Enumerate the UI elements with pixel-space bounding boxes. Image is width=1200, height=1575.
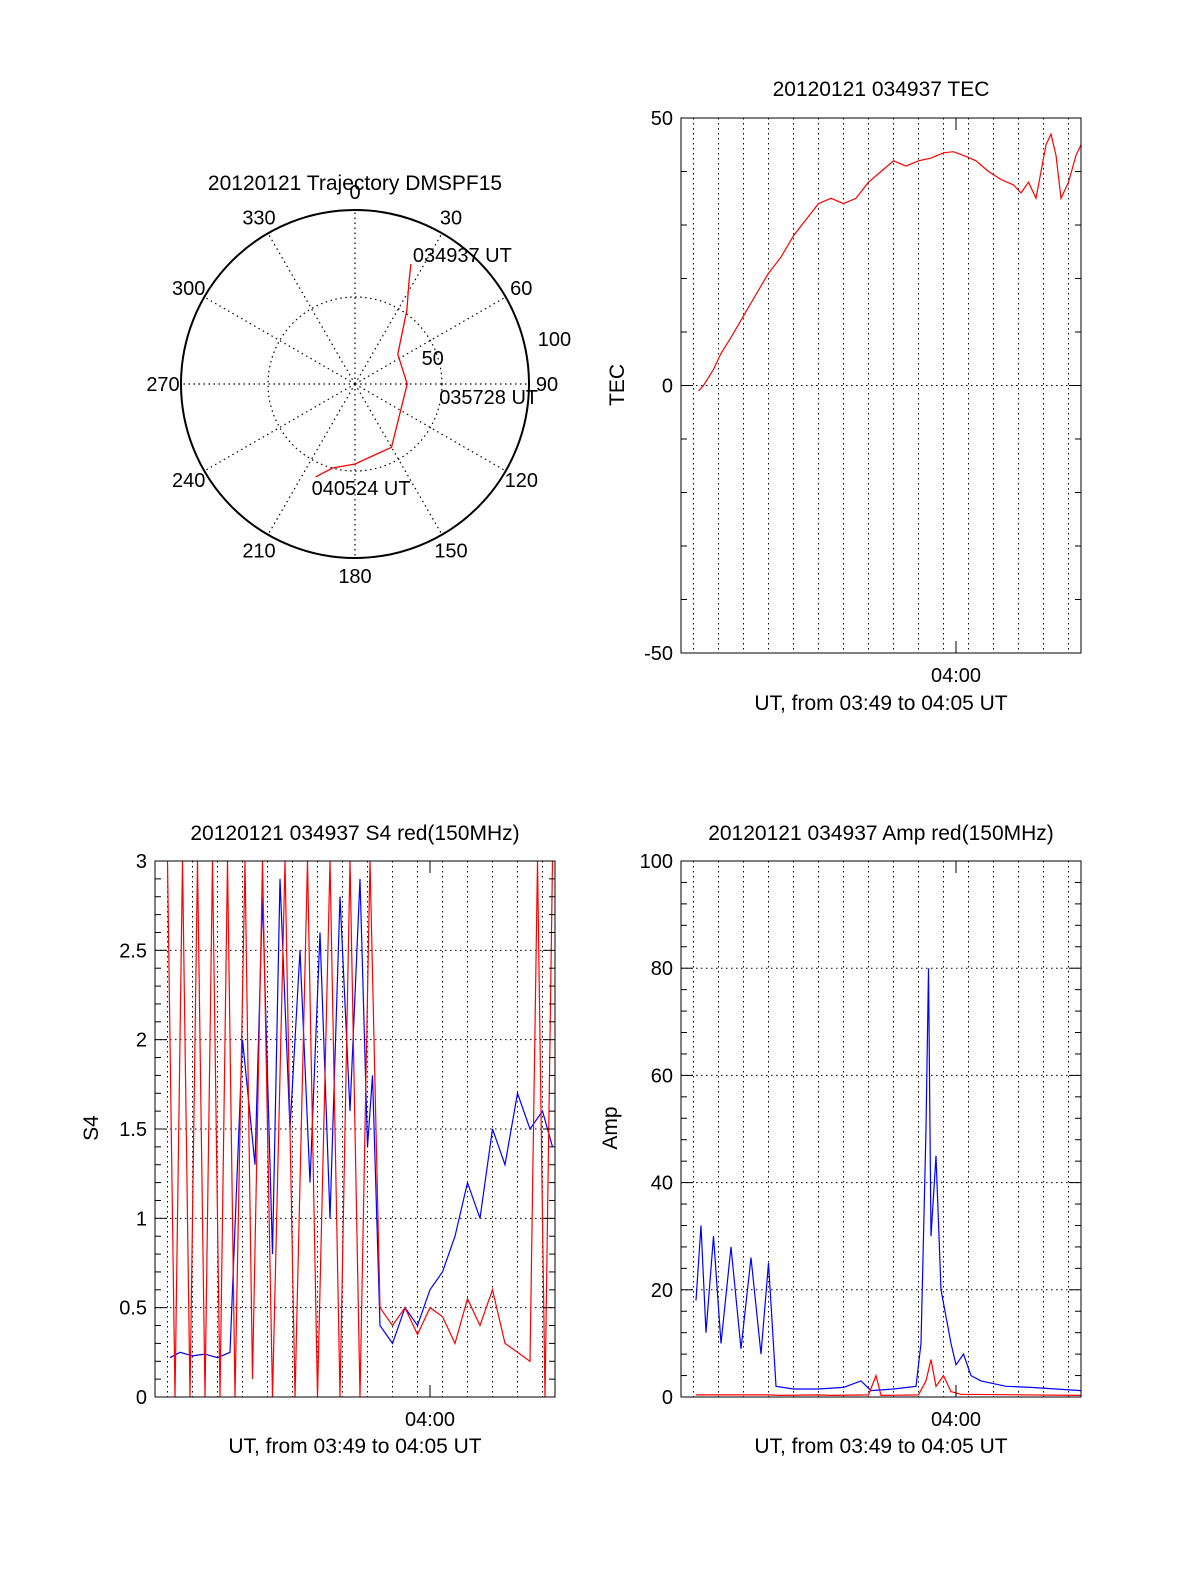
tec-title: 20120121 034937 TEC bbox=[773, 78, 990, 101]
s4-title: 20120121 034937 S4 red(150MHz) bbox=[190, 822, 519, 845]
s4-xlabel: UT, from 03:49 to 04:05 UT bbox=[228, 1435, 481, 1458]
y-tick-label: 1 bbox=[136, 1208, 147, 1230]
y-tick-label: 50 bbox=[651, 108, 673, 130]
polar-radius-labels: 50 100 bbox=[422, 329, 572, 370]
s4-plot: 20120121 034937 S4 red(150MHz) 0 0.5 1 1.5 2… bbox=[80, 822, 556, 1458]
polar-azimuth-label: 300 bbox=[172, 278, 205, 300]
amp-x-tick-labels: 04:00 bbox=[931, 1409, 981, 1431]
amp-xlabel: UT, from 03:49 to 04:05 UT bbox=[754, 1435, 1007, 1458]
amp-title: 20120121 034937 Amp red(150MHz) bbox=[708, 822, 1054, 845]
y-tick-label: 60 bbox=[651, 1065, 673, 1087]
amp-series bbox=[695, 968, 1082, 1397]
polar-azimuth-label: 330 bbox=[242, 208, 275, 230]
x-tick-label: 04:00 bbox=[931, 665, 981, 687]
tec-y-tick-labels: -50 0 50 bbox=[644, 108, 673, 665]
polar-azimuth-labels: 0 30 60 90 120 150 180 210 240 270 300 330 bbox=[146, 182, 558, 588]
amp-ticks bbox=[681, 860, 1081, 1398]
polar-time-annotation: 034937 UT bbox=[413, 245, 512, 267]
y-tick-label: 1.5 bbox=[119, 1119, 147, 1141]
polar-azimuth-label: 0 bbox=[349, 182, 360, 204]
red-series-line bbox=[698, 132, 1082, 392]
y-tick-label: 0.5 bbox=[119, 1298, 147, 1320]
polar-radius-label: 100 bbox=[538, 329, 571, 351]
y-tick-label: 3 bbox=[136, 851, 147, 873]
y-tick-label: 0 bbox=[136, 1387, 147, 1409]
y-tick-label: 100 bbox=[640, 851, 673, 873]
y-tick-label: 80 bbox=[651, 958, 673, 980]
polar-azimuth-label: 270 bbox=[146, 374, 179, 396]
s4-y-tick-labels: 0 0.5 1 1.5 2 2.5 3 bbox=[119, 851, 147, 1409]
polar-azimuth-label: 210 bbox=[242, 540, 275, 562]
blue-series-line bbox=[695, 968, 1082, 1392]
polar-grid-spoke bbox=[354, 383, 506, 472]
tec-ylabel: TEC bbox=[606, 364, 629, 406]
x-tick-label: 04:00 bbox=[931, 1409, 981, 1431]
polar-grid-spoke bbox=[354, 383, 443, 535]
polar-title: 20120121 Trajectory DMSPF15 bbox=[208, 172, 502, 195]
tec-x-tick-labels: 04:00 bbox=[931, 665, 981, 687]
polar-trajectory-line bbox=[315, 264, 412, 478]
polar-grid-spoke bbox=[267, 233, 356, 385]
polar-grid bbox=[181, 210, 529, 558]
s4-ticks bbox=[155, 860, 555, 1398]
polar-grid-spoke bbox=[204, 383, 356, 472]
polar-time-annotation: 035728 UT bbox=[439, 387, 538, 409]
y-tick-label: 0 bbox=[662, 376, 673, 398]
amp-grid bbox=[681, 861, 1081, 1397]
polar-annotations: 034937 UT 035728 UT 040524 UT bbox=[312, 245, 539, 500]
polar-azimuth-label: 150 bbox=[434, 540, 467, 562]
polar-radius-label: 50 bbox=[422, 348, 444, 370]
polar-grid-spoke bbox=[267, 383, 356, 535]
tec-xlabel: UT, from 03:49 to 04:05 UT bbox=[754, 692, 1007, 715]
x-tick-label: 04:00 bbox=[405, 1409, 455, 1431]
amp-frame bbox=[680, 860, 1082, 1398]
y-tick-label: 0 bbox=[662, 1387, 673, 1409]
polar-time-annotation: 040524 UT bbox=[312, 478, 411, 500]
polar-azimuth-label: 120 bbox=[505, 470, 538, 492]
y-tick-label: -50 bbox=[644, 643, 673, 665]
y-tick-label: 2 bbox=[136, 1030, 147, 1052]
polar-azimuth-label: 240 bbox=[172, 470, 205, 492]
polar-grid-ring bbox=[267, 296, 443, 472]
polar-grid-spoke bbox=[354, 296, 506, 385]
polar-trajectory-series bbox=[315, 264, 412, 478]
red-series-line bbox=[696, 1359, 1082, 1397]
polar-azimuth-label: 30 bbox=[440, 208, 462, 230]
amp-plot: 20120121 034937 Amp red(150MHz) 0 20 40 60 8… bbox=[599, 822, 1082, 1458]
polar-azimuth-label: 60 bbox=[510, 278, 532, 300]
polar-azimuth-label: 180 bbox=[338, 566, 371, 588]
tec-ticks bbox=[681, 117, 1081, 654]
polar-trajectory-plot: 20120121 Trajectory DMSPF15 0 30 60 90 120 15… bbox=[146, 172, 571, 588]
s4-x-tick-labels: 04:00 bbox=[405, 1409, 455, 1431]
polar-grid-spoke bbox=[204, 296, 356, 385]
tec-plot: 20120121 034937 TEC -50 0 50 04:00 UT, fro… bbox=[606, 78, 1082, 715]
tec-series bbox=[698, 132, 1082, 392]
tec-grid bbox=[681, 118, 1081, 653]
polar-azimuth-label: 90 bbox=[536, 374, 558, 396]
y-tick-label: 20 bbox=[651, 1280, 673, 1302]
amp-y-tick-labels: 0 20 40 60 80 100 bbox=[640, 851, 673, 1409]
y-tick-label: 40 bbox=[651, 1173, 673, 1195]
y-tick-label: 2.5 bbox=[119, 940, 147, 962]
polar-outer-circle bbox=[180, 209, 530, 559]
s4-ylabel: S4 bbox=[80, 1115, 103, 1141]
polar-grid-spoke bbox=[354, 233, 443, 385]
amp-ylabel: Amp bbox=[599, 1106, 622, 1149]
